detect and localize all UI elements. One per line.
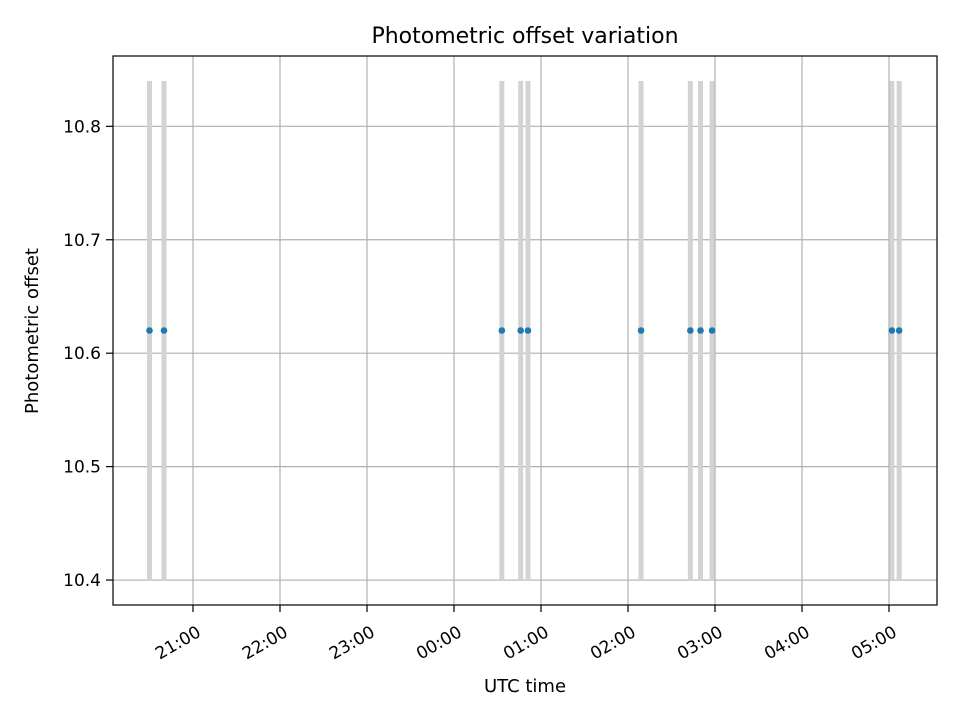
data-points bbox=[146, 327, 903, 334]
data-point bbox=[697, 327, 704, 334]
y-tick-label: 10.8 bbox=[63, 117, 101, 137]
y-axis: 10.4 10.5 10.6 10.7 10.8 bbox=[63, 117, 113, 591]
chart-title: Photometric offset variation bbox=[371, 24, 678, 49]
data-point bbox=[498, 327, 506, 334]
data-point bbox=[708, 327, 716, 334]
data-point bbox=[160, 327, 168, 334]
y-axis-label: Photometric offset bbox=[22, 248, 43, 414]
data-point bbox=[517, 327, 524, 334]
y-tick-label: 10.4 bbox=[63, 571, 101, 591]
x-axis-label: UTC time bbox=[484, 676, 566, 697]
y-tick-label: 10.7 bbox=[63, 231, 101, 251]
grid bbox=[113, 56, 937, 605]
data-point bbox=[146, 327, 153, 334]
data-point bbox=[687, 327, 694, 334]
data-point bbox=[888, 327, 896, 334]
data-point bbox=[637, 327, 645, 334]
plot-frame bbox=[112, 55, 938, 606]
data-point bbox=[524, 327, 532, 334]
data-point bbox=[895, 327, 903, 334]
y-tick-label: 10.6 bbox=[63, 344, 101, 364]
y-tick-label: 10.5 bbox=[63, 458, 101, 478]
